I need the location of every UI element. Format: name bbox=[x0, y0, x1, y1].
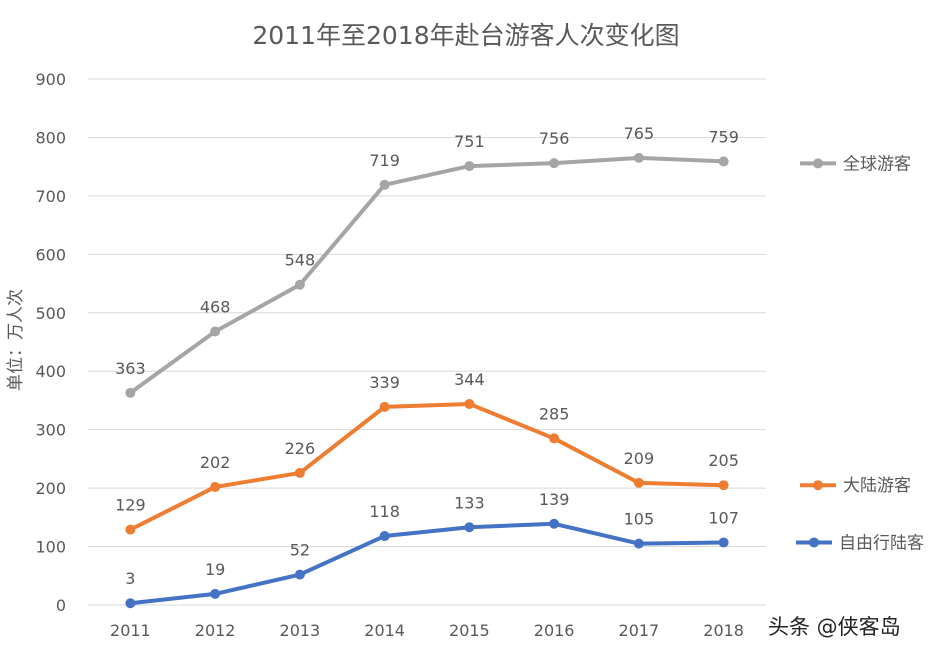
data-point bbox=[125, 524, 136, 535]
data-point bbox=[464, 161, 475, 172]
data-point bbox=[633, 152, 644, 163]
data-label: 133 bbox=[454, 493, 485, 512]
x-tick-label: 2018 bbox=[703, 621, 744, 640]
data-label: 202 bbox=[200, 453, 231, 472]
watermark: 头条 @侠客岛 bbox=[768, 615, 901, 639]
data-point bbox=[549, 518, 560, 529]
data-label: 3 bbox=[125, 569, 135, 588]
data-label: 205 bbox=[708, 451, 739, 470]
data-label: 19 bbox=[205, 560, 225, 579]
data-label: 363 bbox=[115, 359, 146, 378]
data-point bbox=[210, 481, 221, 492]
data-point bbox=[549, 433, 560, 444]
data-label: 759 bbox=[708, 127, 739, 146]
data-point bbox=[294, 569, 305, 580]
data-label: 344 bbox=[454, 370, 485, 389]
series-0: 363 468 548 719 751 756 765 759 bbox=[115, 124, 739, 398]
y-tick-label: 700 bbox=[35, 187, 66, 206]
data-label: 468 bbox=[200, 297, 231, 316]
legend-swatch-marker bbox=[809, 537, 819, 548]
gridlines bbox=[88, 78, 766, 606]
y-tick-label: 0 bbox=[56, 596, 66, 615]
data-point bbox=[379, 531, 390, 542]
legend-label: 自由行陆客 bbox=[839, 533, 924, 553]
x-tick-label: 2016 bbox=[534, 621, 575, 640]
legend-item: 大陆游客 bbox=[800, 476, 911, 496]
data-label: 226 bbox=[285, 439, 316, 458]
series-line bbox=[129, 401, 724, 532]
series-1: 129 202 226 339 344 285 209 205 bbox=[115, 370, 739, 535]
data-point bbox=[125, 387, 136, 398]
chart-title: 2011年至2018年赴台游客人次变化图 bbox=[252, 21, 679, 50]
series-line bbox=[129, 155, 724, 395]
y-tick-label: 300 bbox=[35, 421, 66, 440]
y-tick-label: 500 bbox=[35, 304, 66, 323]
y-tick-label: 100 bbox=[35, 538, 66, 557]
y-tick-label: 400 bbox=[35, 362, 66, 381]
data-point bbox=[210, 588, 221, 599]
data-label: 751 bbox=[454, 132, 485, 151]
data-label: 765 bbox=[624, 124, 655, 143]
data-point bbox=[125, 598, 136, 609]
legend-item: 自由行陆客 bbox=[796, 533, 924, 553]
legend-item: 全球游客 bbox=[800, 154, 911, 174]
data-point bbox=[294, 467, 305, 478]
data-point bbox=[210, 326, 221, 337]
y-tick-label: 600 bbox=[35, 245, 66, 264]
data-point bbox=[464, 398, 475, 409]
data-label: 129 bbox=[115, 496, 146, 515]
x-tick-label: 2013 bbox=[280, 621, 321, 640]
y-axis-label: 单位：万人次 bbox=[6, 289, 26, 391]
x-tick-label: 2017 bbox=[619, 621, 660, 640]
x-tick-label: 2015 bbox=[449, 621, 490, 640]
y-tick-label: 800 bbox=[35, 128, 66, 147]
data-label: 52 bbox=[290, 541, 310, 560]
data-label: 118 bbox=[369, 502, 400, 521]
data-point bbox=[633, 538, 644, 549]
data-point bbox=[718, 537, 729, 548]
data-point bbox=[379, 401, 390, 412]
data-label: 339 bbox=[369, 373, 400, 392]
x-axis-ticks: 2011 2012 2013 2014 2015 2016 2017 2018 bbox=[110, 621, 744, 640]
data-label: 209 bbox=[624, 449, 655, 468]
data-label: 756 bbox=[539, 129, 570, 148]
data-point bbox=[549, 158, 560, 169]
series-2: 3 19 52 118 133 139 105 107 bbox=[125, 490, 739, 609]
series-line bbox=[130, 521, 724, 606]
legend-swatch-marker bbox=[813, 158, 823, 169]
series-group: 363 468 548 719 751 756 765 759 129 202 226 339 344 2… bbox=[115, 124, 739, 609]
x-tick-label: 2012 bbox=[195, 621, 236, 640]
data-label: 107 bbox=[708, 508, 739, 527]
data-point bbox=[718, 156, 729, 167]
data-label: 719 bbox=[369, 151, 400, 170]
data-point bbox=[633, 477, 644, 488]
y-tick-label: 200 bbox=[35, 479, 66, 498]
data-label: 105 bbox=[624, 510, 655, 529]
data-point bbox=[718, 480, 729, 491]
x-tick-label: 2014 bbox=[364, 621, 405, 640]
data-label: 139 bbox=[539, 490, 570, 509]
data-label: 285 bbox=[539, 404, 570, 423]
data-point bbox=[294, 279, 305, 290]
legend-swatch-marker bbox=[813, 480, 823, 491]
legend-label: 大陆游客 bbox=[843, 476, 911, 496]
data-point bbox=[379, 179, 390, 190]
legend-label: 全球游客 bbox=[843, 154, 911, 174]
y-tick-label: 900 bbox=[35, 70, 66, 89]
data-label: 548 bbox=[285, 251, 316, 270]
y-axis-ticks: 0 100 200 300 400 500 600 700 800 900 bbox=[35, 70, 66, 615]
x-tick-label: 2011 bbox=[110, 621, 151, 640]
data-point bbox=[464, 522, 475, 533]
